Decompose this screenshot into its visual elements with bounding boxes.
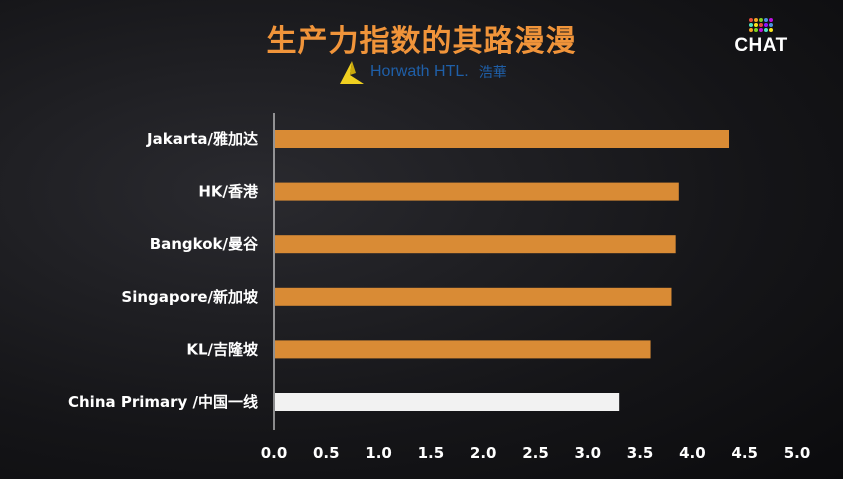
bar-0: [275, 130, 730, 148]
x-tick-label: 2.5: [522, 444, 549, 462]
x-tick-label: 3.0: [575, 444, 602, 462]
bar-2: [275, 235, 676, 254]
horwath-logo-icon: [340, 61, 364, 84]
category-label: KL/吉隆坡: [186, 340, 258, 358]
category-label: Bangkok/曼谷: [150, 235, 259, 253]
x-tick-label: 5.0: [784, 444, 811, 462]
category-label: Singapore/新加坡: [121, 288, 258, 306]
x-tick-label: 1.0: [365, 444, 392, 462]
bars-group: [275, 130, 730, 411]
bar-4: [275, 340, 651, 359]
bar-1: [275, 182, 679, 201]
category-label: HK/香港: [198, 183, 259, 201]
chat-logo-text: CHAT: [734, 35, 788, 56]
x-tick-label: 4.0: [679, 444, 706, 462]
bar-5: [275, 393, 620, 411]
category-labels-group: Jakarta/雅加达 HK/香港 Bangkok/曼谷 Singapore/新加坡 K…: [68, 130, 259, 411]
horwath-brand: Horwath HTL. 浩華: [338, 58, 507, 86]
x-tick-label: 0.5: [313, 444, 340, 462]
chat-logo-dots-icon: [749, 18, 773, 32]
x-tick-label: 4.5: [731, 444, 758, 462]
tick-labels-group: 0.0 0.5 1.0 1.5 2.0 2.5 3.0 3.5 4.0 4.5 5.0: [261, 444, 811, 462]
chat-logo: CHAT: [731, 18, 791, 62]
x-tick-label: 1.5: [418, 444, 445, 462]
category-label: China Primary /中国一线: [68, 393, 258, 411]
page-title: 生产力指数的其路漫漫: [266, 24, 577, 59]
brand-name-chinese: 浩華: [478, 65, 507, 81]
category-label: Jakarta/雅加达: [146, 130, 258, 148]
bar-3: [275, 287, 672, 306]
x-tick-label: 0.0: [261, 444, 288, 462]
x-tick-label: 2.0: [470, 444, 497, 462]
brand-name: Horwath HTL.: [370, 63, 469, 80]
x-tick-label: 3.5: [627, 444, 654, 462]
